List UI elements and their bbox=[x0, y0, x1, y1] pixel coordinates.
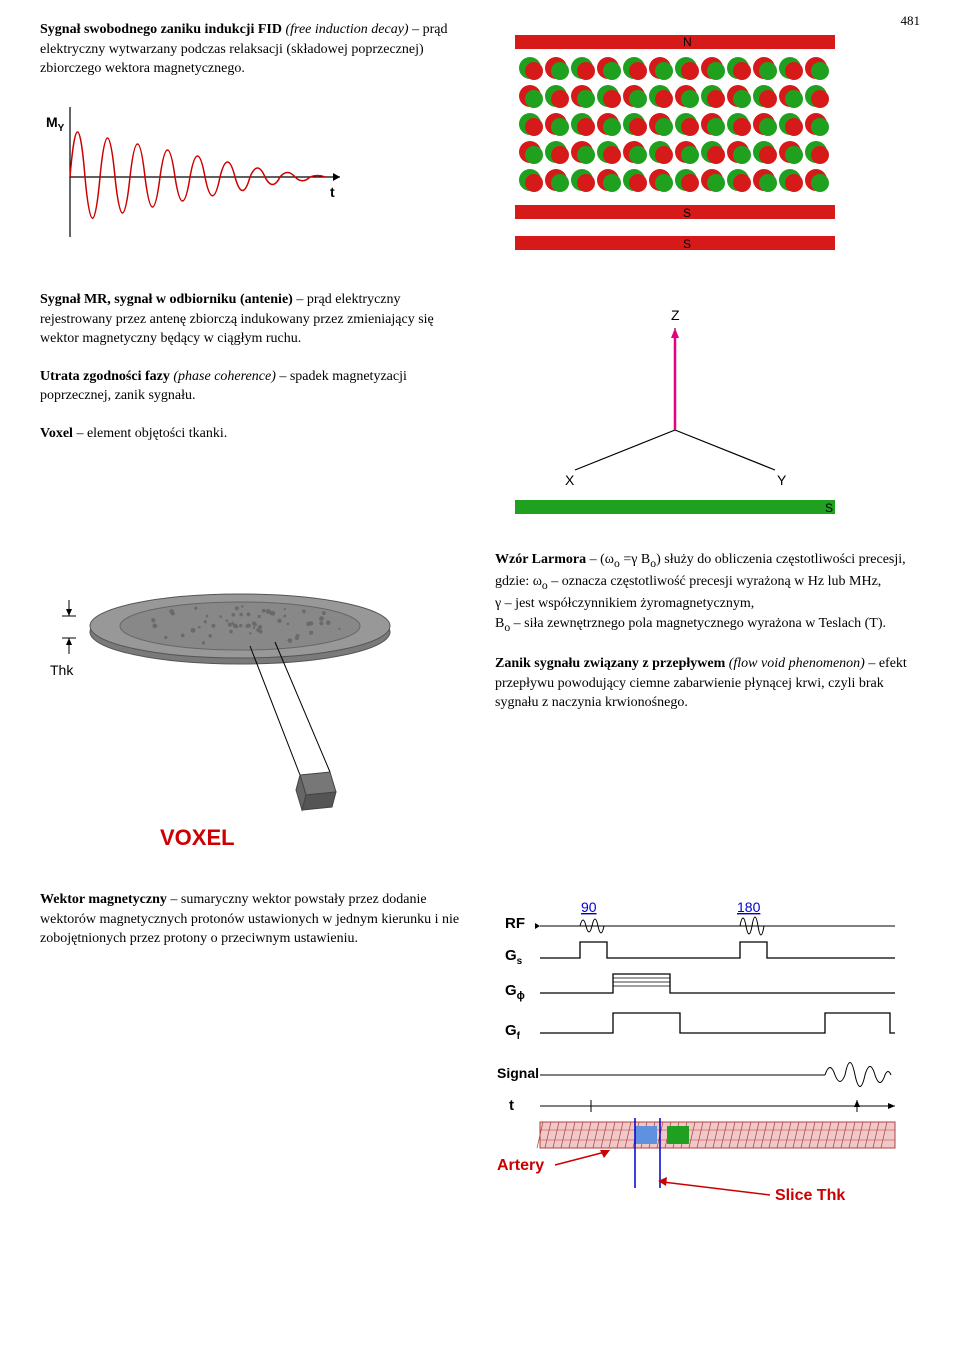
voxel-diagram: Thk VOXEL bbox=[40, 560, 420, 860]
thk-label: Thk bbox=[50, 662, 74, 678]
term-mr: Sygnał MR, sygnał w odbiorniku (antenie) bbox=[40, 292, 293, 307]
artery-label: Artery bbox=[497, 1157, 544, 1174]
z-label: Z bbox=[671, 307, 680, 323]
italic-flowvoid: (flow void phenomenon) bbox=[729, 656, 865, 671]
fid-ylabel: MY bbox=[46, 114, 65, 134]
entry-larmor: Wzór Larmora – (ωo =γ Bo) służy do oblic… bbox=[495, 550, 920, 636]
p180: 180 bbox=[737, 900, 761, 915]
term-voxel: Voxel bbox=[40, 426, 73, 441]
italic-phase: (phase coherence) bbox=[173, 369, 275, 384]
entry-mr: Sygnał MR, sygnał w odbiorniku (antenie)… bbox=[40, 290, 465, 349]
spin-diagram: N S S bbox=[495, 30, 855, 260]
page-number: 481 bbox=[901, 12, 921, 30]
term-larmor: Wzór Larmora bbox=[495, 552, 586, 567]
axes-diagram: Z X Y S bbox=[495, 300, 855, 520]
entry-phase: Utrata zgodności fazy (phase coherence) … bbox=[40, 367, 465, 406]
term-phase: Utrata zgodności fazy bbox=[40, 369, 170, 384]
gs-label: Gs bbox=[505, 947, 523, 967]
entry-fid: Sygnał swobodnego zaniku indukcji FID (f… bbox=[40, 20, 465, 79]
fid-xlabel: t bbox=[330, 184, 335, 200]
rf-label: RF bbox=[505, 915, 525, 932]
spin-s1: S bbox=[683, 206, 691, 220]
gf-label: Gf bbox=[505, 1022, 521, 1042]
spin-n: N bbox=[683, 35, 692, 49]
term-flowvoid: Zanik sygnału związany z przepływem bbox=[495, 656, 725, 671]
italic-fid: (free induction decay) bbox=[285, 22, 408, 37]
term-wektor: Wektor magnetyczny bbox=[40, 892, 167, 907]
spin-s2: S bbox=[683, 237, 691, 251]
entry-voxel: Voxel – element objętości tkanki. bbox=[40, 424, 465, 444]
p90: 90 bbox=[581, 900, 597, 915]
pulse-diagram: RF Gs Gϕ Gf Signal t 90 180 bbox=[495, 900, 915, 1220]
axes-s: S bbox=[825, 501, 833, 515]
voxel-label: VOXEL bbox=[160, 825, 235, 850]
rest-voxel: – element objętości tkanki. bbox=[73, 426, 227, 441]
spin-grid bbox=[519, 57, 829, 192]
y-label: Y bbox=[777, 472, 787, 488]
entry-wektor: Wektor magnetyczny – sumaryczny wektor p… bbox=[40, 890, 465, 949]
entry-flowvoid: Zanik sygnału związany z przepływem (flo… bbox=[495, 654, 920, 713]
signal-label: Signal bbox=[497, 1065, 539, 1081]
fid-chart: MY t bbox=[40, 97, 360, 247]
slice-label: Slice Thk bbox=[775, 1187, 845, 1204]
term-fid: Sygnał swobodnego zaniku indukcji FID bbox=[40, 22, 282, 37]
gphi-label: Gϕ bbox=[505, 982, 525, 1002]
voxel-cube bbox=[296, 772, 336, 810]
fid-curve bbox=[70, 132, 325, 218]
x-label: X bbox=[565, 472, 575, 488]
t-label: t bbox=[509, 1097, 514, 1114]
